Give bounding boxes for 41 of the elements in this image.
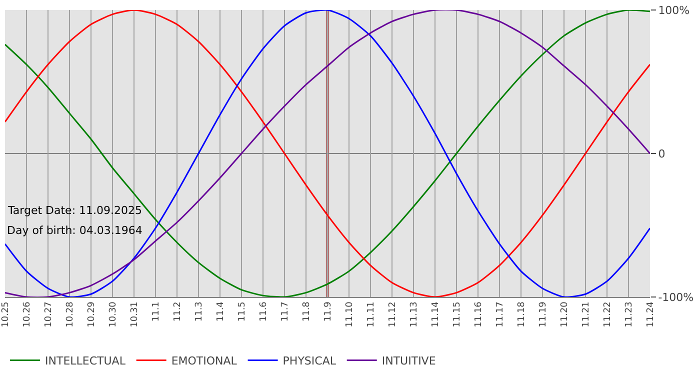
x-tick-label: 11.13: [409, 302, 420, 328]
x-tick-label: 11.19: [538, 301, 548, 328]
y-tick-label: 0: [658, 147, 666, 160]
x-tick-label: 11.1: [151, 302, 162, 322]
x-tick-label: 11.16: [474, 301, 484, 328]
legend-label: PHYSICAL: [282, 354, 337, 368]
annotation: Target Date: 11.09.2025: [7, 204, 142, 217]
x-tick-label: 11.8: [302, 301, 312, 322]
x-tick-label: 11.11: [366, 302, 376, 328]
y-tick-label: -100%: [658, 290, 694, 304]
x-tick-label: 10.27: [44, 302, 54, 328]
y-tick-label: 100%: [658, 4, 690, 17]
x-tick-label: 11.2: [172, 302, 183, 322]
legend-label: INTELLECTUAL: [45, 354, 126, 368]
x-tick-label: 11.4: [216, 301, 226, 322]
x-tick-label: 11.20: [560, 301, 570, 328]
x-tick-label: 10.30: [108, 301, 118, 328]
x-tick-label: 11.14: [430, 301, 441, 328]
x-tick-label: 11.23: [624, 302, 634, 328]
legend-label: INTUITIVE: [382, 354, 436, 368]
x-tick-label: 11.5: [237, 302, 248, 322]
line-series: [5, 10, 650, 297]
x-tick-label: 11.6: [258, 301, 269, 322]
x-tick-label: 11.7: [280, 302, 290, 322]
x-tick-label: 11.21: [581, 302, 592, 328]
x-tick-label: 11.3: [194, 302, 204, 322]
x-tick-label: 11.24: [646, 301, 656, 328]
x-tick-label: 11.17: [495, 302, 506, 328]
x-tick-label: 11.15: [452, 302, 462, 328]
x-tick-label: 11.22: [602, 302, 613, 328]
x-tick-label: 11.12: [388, 302, 398, 328]
x-tick-label: 10.31: [130, 302, 140, 328]
x-tick-label: 11.10: [344, 301, 355, 328]
x-tick-label: 10.28: [65, 301, 76, 328]
legend-label: EMOTIONAL: [171, 354, 238, 368]
x-tick-label: 11.9: [323, 301, 334, 322]
x-tick-label: 10.25: [0, 302, 11, 328]
x-tick-label: 10.29: [86, 301, 97, 328]
x-tick-label: 10.26: [22, 301, 32, 328]
annotation: Day of birth: 04.03.1964: [7, 224, 142, 237]
x-tick-label: 11.18: [516, 301, 527, 328]
